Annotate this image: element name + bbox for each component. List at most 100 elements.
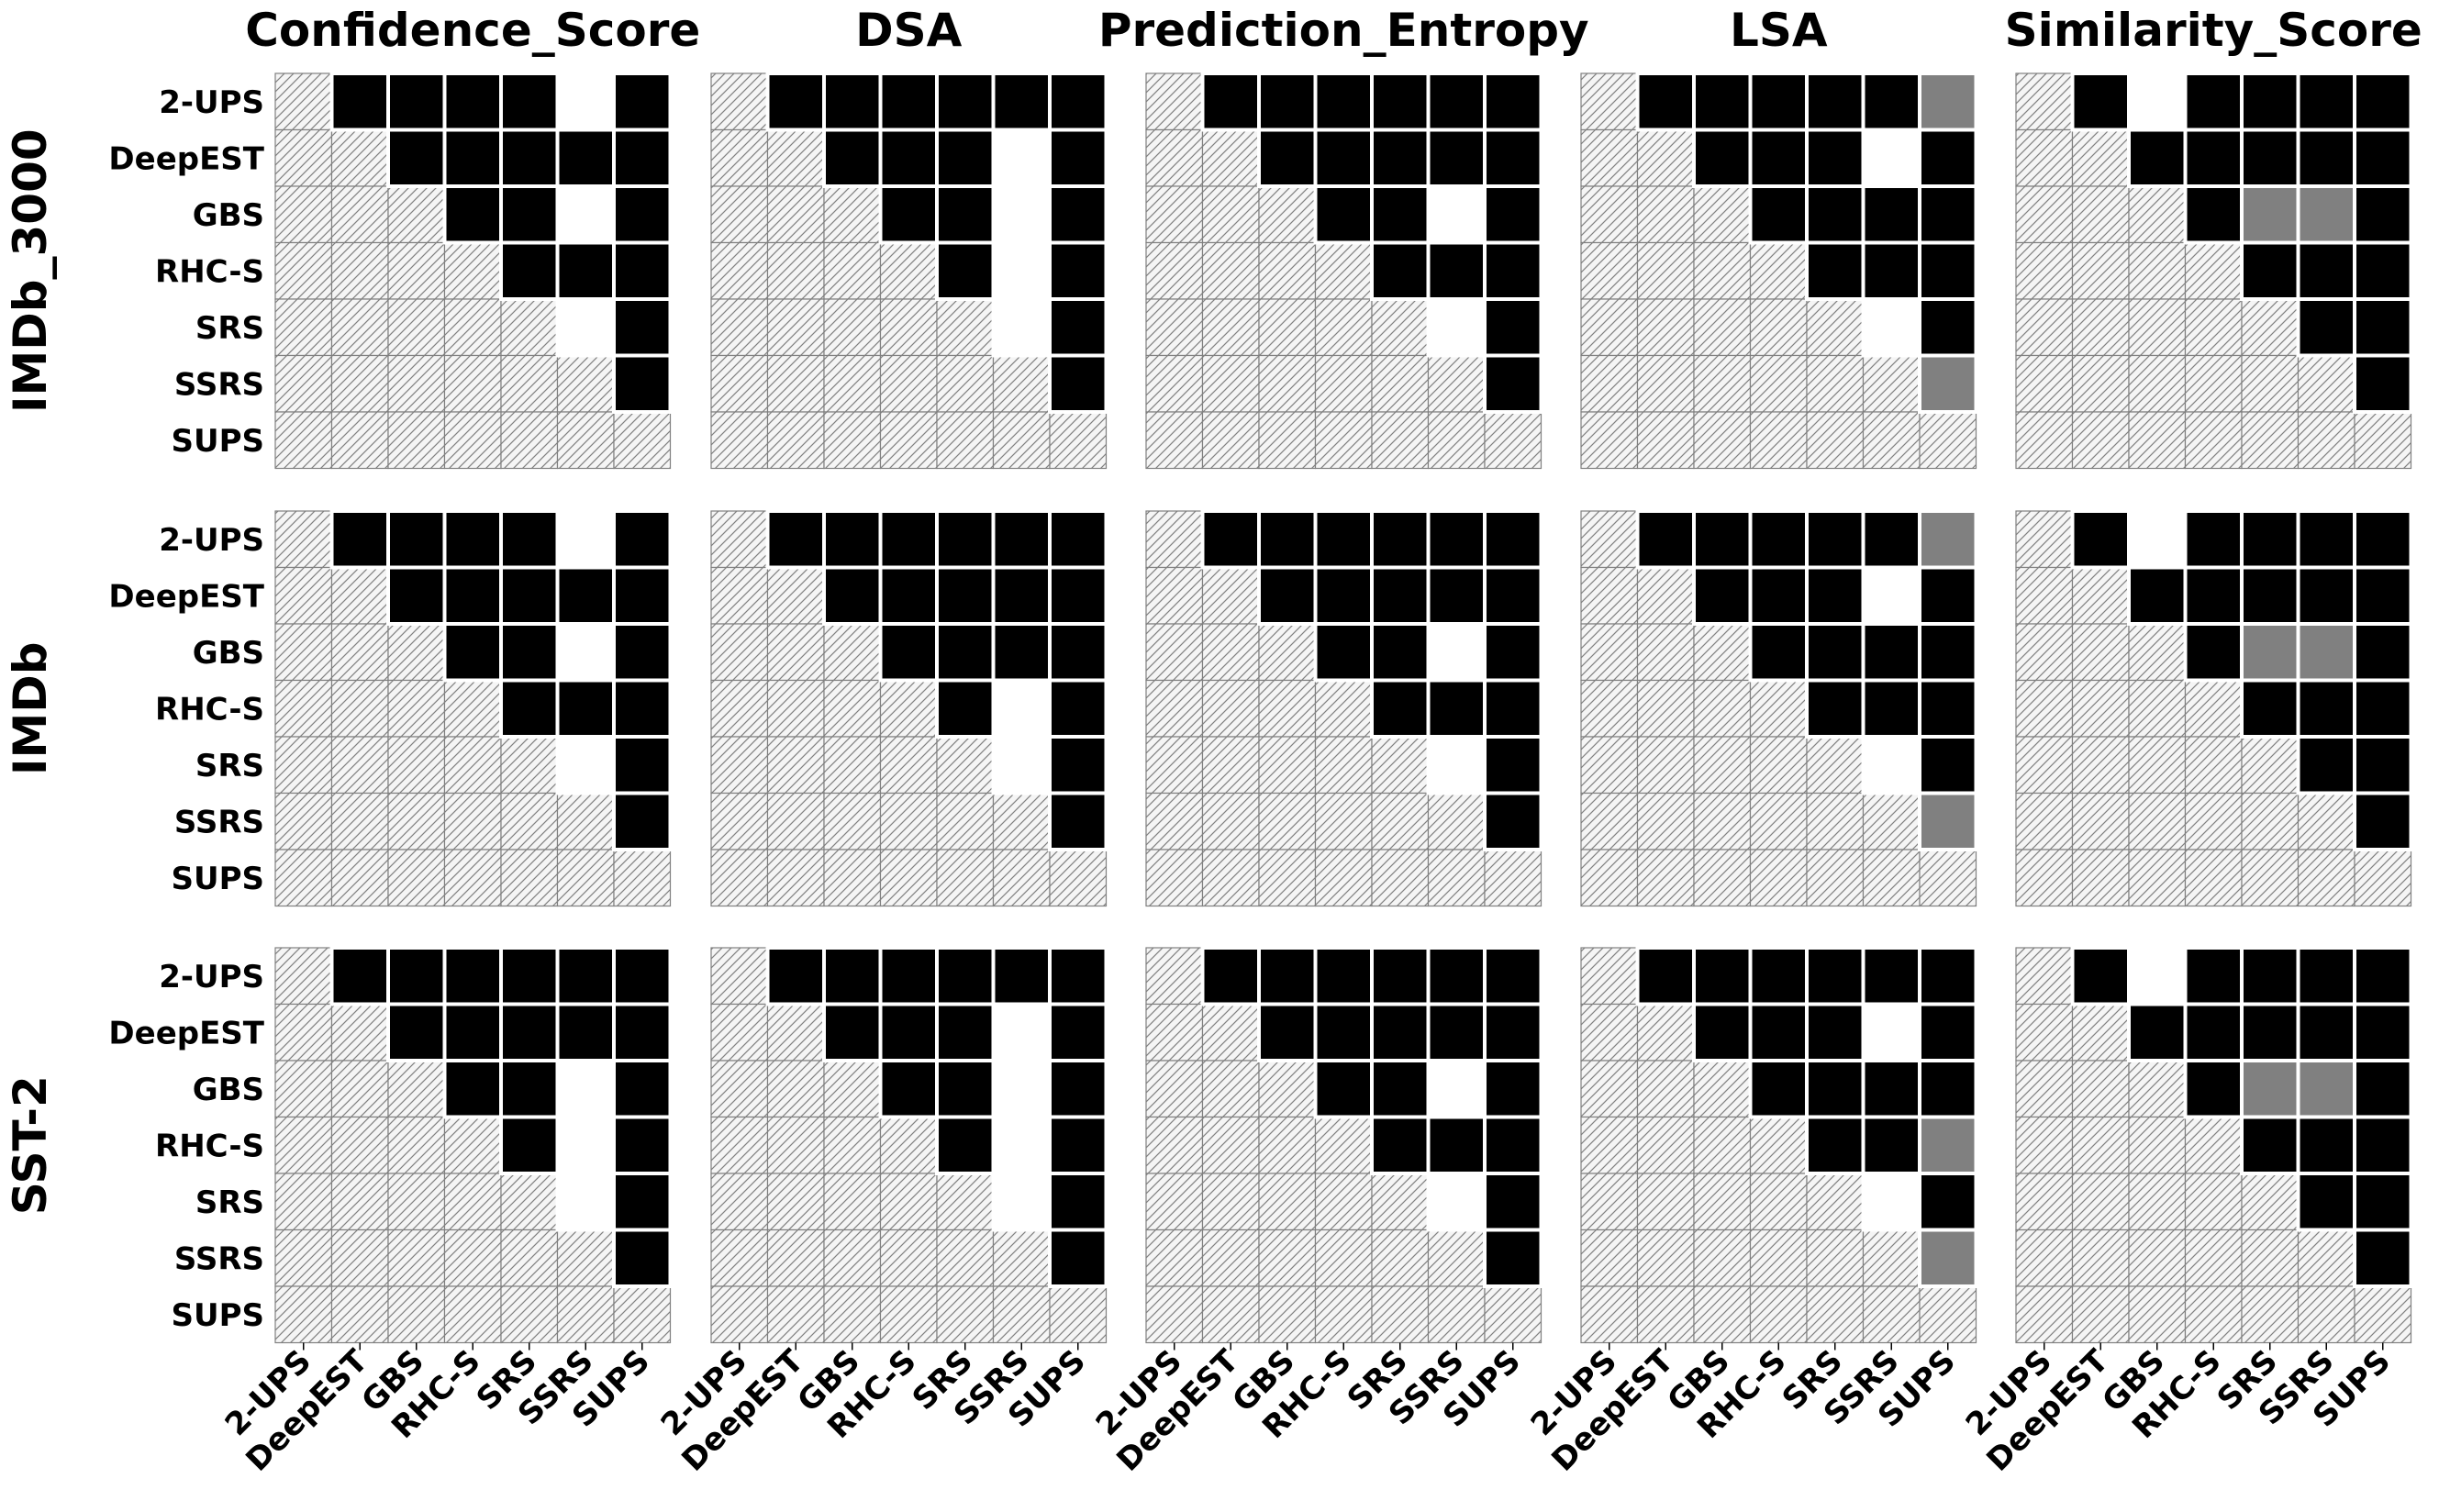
cell-0-3 bbox=[442, 509, 503, 570]
cell-2-6 bbox=[2353, 1059, 2413, 1119]
cell-5-5 bbox=[2297, 354, 2355, 413]
cell-3-6 bbox=[2353, 1115, 2413, 1175]
cell-5-5 bbox=[992, 792, 1051, 850]
cell-0-2 bbox=[822, 72, 883, 132]
cell-5-1 bbox=[1201, 1228, 1260, 1287]
cell-1-2 bbox=[1257, 565, 1318, 626]
panel-SST-2-Confidence_Score: 2-UPSDeepESTGBSRHC-SSRSSSRSSUPS2-UPSDeep… bbox=[108, 946, 673, 1479]
panel-IMDb-Confidence_Score: 2-UPS DeepEST GBS RHC-S SRS SSRS SUPS bbox=[108, 509, 673, 907]
cell-5-2 bbox=[387, 792, 446, 850]
cell-4-6 bbox=[2353, 297, 2413, 358]
cell-3-3 bbox=[1314, 241, 1373, 300]
cell-0-2 bbox=[822, 946, 883, 1006]
cell-4-6 bbox=[1483, 297, 1543, 358]
cell-3-4 bbox=[499, 240, 560, 301]
cell-0-0 bbox=[274, 947, 333, 1006]
cell-5-1 bbox=[330, 792, 389, 850]
cell-0-3 bbox=[1748, 509, 1809, 570]
cell-4-0 bbox=[710, 736, 769, 795]
cell-0-0 bbox=[1145, 947, 1204, 1006]
cell-4-2 bbox=[1693, 736, 1752, 795]
cell-0-1 bbox=[1635, 72, 1696, 132]
cell-3-3 bbox=[1749, 1116, 1808, 1174]
cell-2-2 bbox=[1693, 623, 1752, 682]
cell-2-5 bbox=[1861, 1059, 1921, 1119]
cell-0-0 bbox=[1580, 510, 1639, 569]
cell-6-1 bbox=[1636, 849, 1695, 907]
cell-3-0 bbox=[1145, 241, 1204, 300]
cell-4-0 bbox=[1580, 1173, 1639, 1231]
cell-4-5 bbox=[1426, 1172, 1487, 1232]
cell-0-1 bbox=[1635, 946, 1696, 1006]
cell-4-3 bbox=[1314, 1173, 1373, 1231]
cell-2-2 bbox=[387, 623, 446, 682]
cell-6-2 bbox=[2128, 411, 2187, 470]
cell-6-6 bbox=[613, 849, 672, 907]
cell-5-4 bbox=[2241, 1228, 2300, 1287]
cell-1-4 bbox=[2240, 128, 2300, 188]
cell-3-0 bbox=[1580, 1116, 1639, 1174]
cell-2-5 bbox=[1426, 622, 1487, 683]
cell-5-3 bbox=[1314, 354, 1373, 413]
cell-5-0 bbox=[274, 1228, 333, 1287]
cell-1-0 bbox=[1145, 128, 1204, 187]
cell-1-4 bbox=[2240, 1002, 2300, 1062]
cell-4-4 bbox=[936, 298, 995, 357]
cell-6-3 bbox=[443, 411, 502, 470]
cell-0-2 bbox=[822, 509, 883, 570]
cell-5-5 bbox=[2297, 792, 2355, 850]
cell-6-4 bbox=[2241, 849, 2300, 907]
cell-2-3 bbox=[878, 184, 939, 245]
cell-5-3 bbox=[1749, 1228, 1808, 1287]
cell-2-2 bbox=[823, 1060, 882, 1118]
cell-2-6 bbox=[612, 184, 673, 245]
cell-1-1 bbox=[766, 566, 825, 625]
cell-0-6 bbox=[612, 946, 673, 1006]
cell-1-2 bbox=[1692, 1002, 1753, 1062]
cell-3-5 bbox=[555, 240, 616, 301]
cell-0-4 bbox=[2240, 946, 2300, 1006]
cell-3-2 bbox=[387, 679, 446, 738]
cell-2-1 bbox=[1636, 185, 1695, 244]
cell-2-5 bbox=[555, 184, 616, 245]
cell-1-6 bbox=[1918, 1002, 1978, 1062]
cell-3-6 bbox=[1483, 240, 1543, 301]
cell-0-4 bbox=[1370, 72, 1431, 132]
cell-6-1 bbox=[1636, 411, 1695, 470]
cell-6-1 bbox=[1636, 1285, 1695, 1344]
cell-6-4 bbox=[500, 849, 559, 907]
cell-0-3 bbox=[1313, 72, 1374, 132]
cell-6-0 bbox=[2015, 411, 2074, 470]
cell-3-0 bbox=[710, 1116, 769, 1174]
cell-2-3 bbox=[1748, 622, 1809, 683]
cell-1-2 bbox=[2127, 565, 2188, 626]
cell-2-5 bbox=[555, 1059, 616, 1119]
y-tick-label: RHC-S bbox=[155, 1128, 264, 1164]
cell-6-1 bbox=[1201, 411, 1260, 470]
cell-4-1 bbox=[1201, 298, 1260, 357]
cell-6-4 bbox=[500, 411, 559, 470]
cell-1-5 bbox=[1861, 128, 1921, 188]
cell-6-1 bbox=[1201, 1285, 1260, 1344]
cell-1-0 bbox=[2015, 566, 2074, 625]
cell-3-3 bbox=[2184, 1116, 2243, 1174]
cell-3-0 bbox=[274, 1116, 333, 1174]
cell-3-5 bbox=[2296, 678, 2356, 739]
cell-2-0 bbox=[710, 185, 769, 244]
y-tick-label: SRS bbox=[195, 310, 264, 347]
cell-5-2 bbox=[823, 354, 882, 413]
cell-4-3 bbox=[443, 736, 502, 795]
panel-IMDb_3000-DSA bbox=[710, 72, 1108, 470]
cell-2-6 bbox=[2353, 622, 2413, 683]
cell-2-3 bbox=[442, 184, 503, 245]
cell-4-3 bbox=[879, 1173, 938, 1231]
cell-4-0 bbox=[1145, 298, 1204, 357]
cell-5-4 bbox=[1371, 1228, 1430, 1287]
cell-3-0 bbox=[274, 679, 333, 738]
cell-5-6 bbox=[1048, 791, 1108, 851]
cell-0-2 bbox=[386, 509, 447, 570]
cell-5-0 bbox=[274, 354, 333, 413]
cell-3-6 bbox=[2353, 678, 2413, 739]
cell-5-6 bbox=[1483, 791, 1543, 851]
cell-4-2 bbox=[1693, 1173, 1752, 1231]
